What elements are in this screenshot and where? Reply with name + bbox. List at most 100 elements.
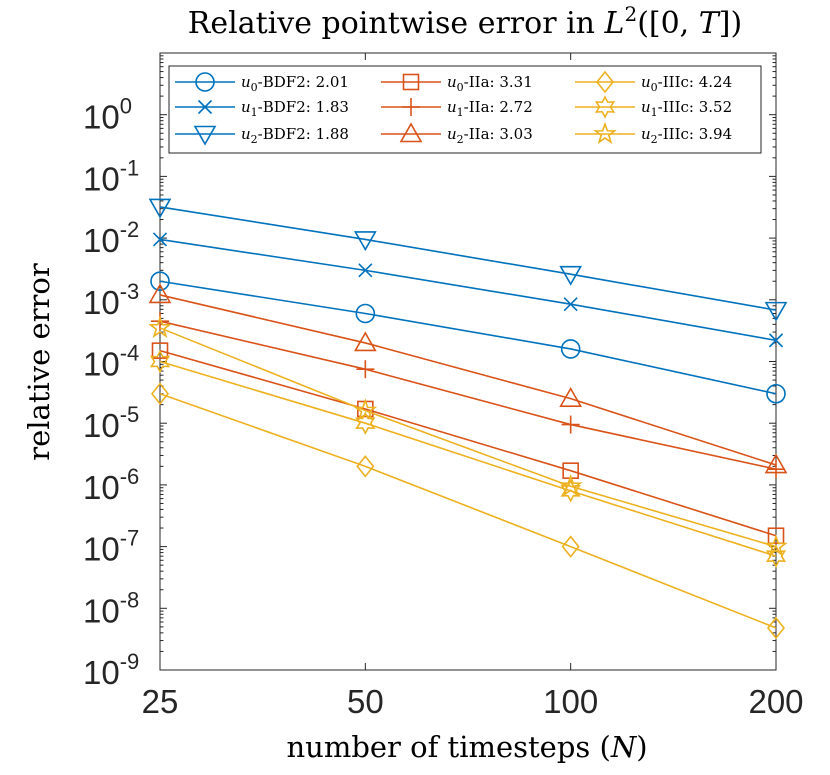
data-point: [560, 479, 581, 503]
legend-label: u0-IIa: 3.31: [447, 73, 533, 94]
data-point: [148, 283, 172, 304]
legend-item: u2-IIIc: 3.94: [575, 121, 732, 146]
data-point: [353, 231, 377, 252]
series-line: [159, 280, 777, 395]
y-axis-label: relative error: [22, 263, 56, 461]
marker-stroke: [197, 99, 213, 115]
chart-title: Relative pointwise error in L2([0, T]): [188, 2, 742, 41]
legend-item: u0-IIa: 3.31: [381, 73, 533, 94]
legend-item: u0-IIIc: 4.24: [575, 70, 732, 94]
series-triangle-up-5: [148, 283, 788, 474]
data-point: [149, 349, 171, 374]
y-tick-label: 10-6: [83, 464, 139, 506]
legend-marker: [399, 122, 423, 143]
y-tick-label: 100: [83, 94, 132, 136]
legend-marker: [594, 95, 616, 119]
legend-marker: [593, 121, 617, 145]
y-tick-label: 10-8: [83, 587, 139, 629]
data-point: [766, 616, 786, 640]
data-point: [559, 265, 583, 286]
data-point: [558, 473, 583, 497]
legend-item: u1-BDF2: 1.83: [175, 98, 349, 119]
y-tick-label: 10-7: [83, 526, 139, 568]
series-x-1: [152, 232, 784, 348]
series-line: [159, 206, 777, 311]
legend-label: u2-IIIc: 3.94: [641, 125, 732, 146]
x-tick-label: 25: [142, 683, 179, 720]
legend-marker: [197, 99, 213, 115]
legend-label: u0-IIIc: 4.24: [641, 73, 732, 94]
data-point: [560, 339, 581, 359]
marker-stroke: [768, 333, 784, 348]
data-point: [148, 315, 172, 338]
data-point: [353, 331, 377, 352]
legend: u0-BDF2: 2.01 u1-BDF2: 1.83 u2-BDF2: 1.88 u…: [168, 65, 762, 154]
series-hexagram-7: [149, 349, 787, 568]
legend-marker: [195, 72, 215, 92]
data-point: [764, 301, 788, 322]
legend-item: u0-BDF2: 2.01: [175, 72, 349, 94]
y-tick-label: 10-4: [83, 341, 139, 383]
legend-box: [168, 65, 762, 154]
series-line: [159, 238, 777, 342]
series-line: [159, 360, 777, 557]
data-point: [767, 527, 785, 545]
legend-item: u1-IIa: 2.72: [381, 98, 533, 119]
marker-stroke: [563, 297, 578, 312]
series-pentagram-8: [148, 315, 788, 557]
x-tick-label: 100: [543, 683, 598, 720]
legend-label: u2-IIa: 3.03: [447, 125, 533, 146]
legend-marker: [402, 98, 420, 116]
x-tick-label: 200: [748, 683, 803, 720]
series-plus-4: [151, 312, 785, 479]
y-tick-label: 10-1: [83, 155, 139, 197]
data-point: [356, 360, 375, 379]
data-point: [358, 263, 373, 278]
legend-item: u1-IIIc: 3.52: [575, 95, 732, 119]
legend-label: u2-BDF2: 1.88: [241, 125, 349, 146]
data-point: [151, 342, 169, 359]
marker-stroke: [358, 263, 373, 278]
data-point: [353, 398, 378, 421]
legend-marker: [595, 70, 615, 94]
legend-marker: [402, 73, 420, 91]
y-tick-label: 10-2: [83, 217, 139, 259]
series-line: [159, 327, 777, 548]
legend-item: u2-IIa: 3.03: [381, 122, 533, 146]
data-point: [765, 544, 787, 568]
data-point: [764, 534, 788, 557]
data-point: [766, 383, 786, 404]
data-point: [150, 382, 170, 406]
legend-item: u2-BDF2: 1.88: [175, 125, 349, 146]
data-point: [563, 297, 578, 312]
data-point: [151, 312, 169, 331]
data-point: [559, 387, 583, 407]
data-point: [355, 411, 376, 435]
data-point: [764, 453, 788, 474]
series-line: [159, 294, 777, 466]
y-tick-label: 10-3: [83, 279, 139, 321]
legend-label: u1-IIIc: 3.52: [641, 98, 732, 119]
y-tick-labels: 10-9 10-8 10-7 10-6 10-5 10-4 10-3 10-2 10-1 100: [83, 94, 139, 691]
data-point: [148, 198, 172, 219]
data-point: [356, 455, 375, 478]
series-line: [159, 393, 777, 629]
data-point: [768, 333, 784, 348]
series-triangle-down-2: [148, 198, 788, 322]
data-point: [150, 271, 170, 292]
data-point: [561, 415, 580, 434]
legend-label: u0-BDF2: 2.01: [241, 73, 349, 94]
data-point: [767, 460, 785, 479]
x-axis-label: number of timesteps (N): [286, 730, 647, 764]
legend-label: u1-IIa: 2.72: [447, 98, 533, 119]
data-point: [152, 232, 168, 247]
legend-label: u1-BDF2: 1.83: [241, 98, 349, 119]
x-tick-label: 50: [347, 683, 384, 720]
series-circle-0: [150, 271, 786, 404]
series-layer: [148, 198, 788, 640]
y-tick-label: 10-9: [83, 649, 139, 691]
y-tick-label: 10-5: [83, 402, 139, 444]
plot-area: [159, 52, 777, 671]
